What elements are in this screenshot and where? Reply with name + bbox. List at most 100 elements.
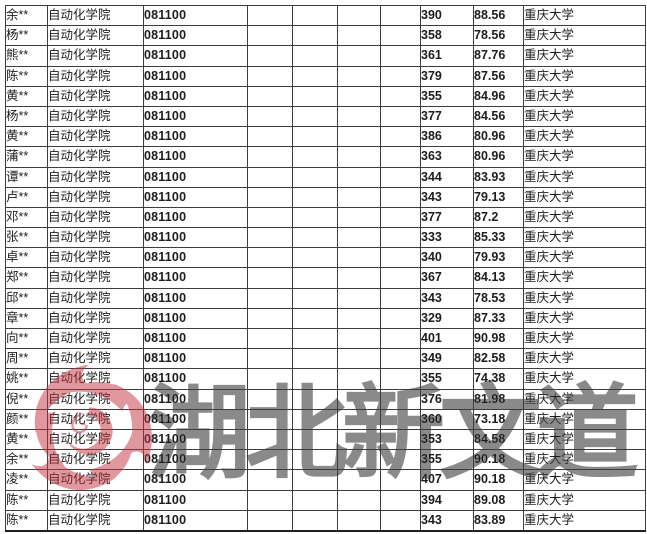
initial-score-cell: 343 (420, 186, 474, 208)
empty-cell (337, 307, 381, 330)
empty-cell (380, 85, 421, 107)
initial-score-cell: 361 (420, 45, 474, 67)
university-cell: 重庆大学 (523, 247, 646, 269)
major-code-cell: 081100 (143, 368, 248, 390)
table-row: 杨** 自动化学院 081100 377 84.56 重庆大学 (5, 105, 646, 128)
empty-cell (380, 348, 421, 370)
university-cell: 重庆大学 (523, 186, 646, 208)
empty-cell (337, 509, 381, 532)
university-cell: 重庆大学 (523, 105, 646, 128)
name-cell: 熊** (5, 45, 48, 67)
empty-cell (247, 105, 293, 128)
empty-cell (247, 85, 293, 107)
table-row: 郑** 自动化学院 081100 367 84.13 重庆大学 (5, 267, 646, 289)
empty-cell (247, 348, 293, 370)
college-cell: 自动化学院 (47, 469, 144, 491)
name-cell: 陈** (5, 65, 48, 87)
initial-score-cell: 333 (420, 227, 474, 249)
table-row: 谭** 自动化学院 081100 344 83.93 重庆大学 (5, 166, 646, 188)
empty-cell (247, 166, 293, 188)
college-cell: 自动化学院 (47, 449, 144, 471)
empty-cell (337, 45, 381, 67)
empty-cell (337, 368, 381, 390)
major-code-cell: 081100 (143, 65, 248, 87)
empty-cell (247, 449, 293, 471)
major-code-cell: 081100 (143, 348, 248, 370)
empty-cell (247, 45, 293, 67)
major-code-cell: 081100 (143, 428, 248, 451)
major-code-cell: 081100 (143, 327, 248, 350)
empty-cell (247, 186, 293, 208)
major-code-cell: 081100 (143, 105, 248, 128)
initial-score-cell: 355 (420, 85, 474, 107)
major-code-cell: 081100 (143, 4, 248, 27)
university-cell: 重庆大学 (523, 45, 646, 67)
college-cell: 自动化学院 (47, 509, 144, 532)
university-cell: 重庆大学 (523, 307, 646, 330)
university-cell: 重庆大学 (523, 449, 646, 471)
empty-cell (292, 408, 338, 430)
table-row: 颜** 自动化学院 081100 360 73.18 重庆大学 (5, 408, 646, 430)
empty-cell (292, 166, 338, 188)
empty-cell (380, 307, 421, 330)
table-row: 章** 自动化学院 081100 329 87.33 重庆大学 (5, 307, 646, 330)
empty-cell (247, 65, 293, 87)
empty-cell (292, 368, 338, 390)
major-code-cell: 081100 (143, 509, 248, 532)
name-cell: 杨** (5, 105, 48, 128)
college-cell: 自动化学院 (47, 227, 144, 249)
initial-score-cell: 340 (420, 247, 474, 269)
empty-cell (337, 247, 381, 269)
empty-cell (292, 85, 338, 107)
table-row: 张** 自动化学院 081100 333 85.33 重庆大学 (5, 227, 646, 249)
weighted-score-cell: 80.96 (473, 126, 524, 148)
college-cell: 自动化学院 (47, 45, 144, 67)
empty-cell (292, 348, 338, 370)
empty-cell (247, 267, 293, 289)
college-cell: 自动化学院 (47, 85, 144, 107)
empty-cell (380, 388, 421, 410)
college-cell: 自动化学院 (47, 166, 144, 188)
empty-cell (337, 126, 381, 148)
initial-score-cell: 376 (420, 388, 474, 410)
university-cell: 重庆大学 (523, 267, 646, 289)
initial-score-cell: 329 (420, 307, 474, 330)
empty-cell (380, 408, 421, 430)
name-cell: 颜** (5, 408, 48, 430)
name-cell: 向** (5, 327, 48, 350)
name-cell: 陈** (5, 489, 48, 511)
empty-cell (380, 227, 421, 249)
table-row: 余** 自动化学院 081100 355 90.18 重庆大学 (5, 449, 646, 471)
weighted-score-cell: 87.33 (473, 307, 524, 330)
weighted-score-cell: 81.98 (473, 388, 524, 410)
major-code-cell: 081100 (143, 146, 248, 168)
weighted-score-cell: 83.89 (473, 509, 524, 532)
table-row: 黄** 自动化学院 081100 386 80.96 重庆大学 (5, 126, 646, 148)
name-cell: 张** (5, 227, 48, 249)
empty-cell (337, 85, 381, 107)
name-cell: 谭** (5, 166, 48, 188)
name-cell: 黄** (5, 428, 48, 451)
name-cell: 蒲** (5, 146, 48, 168)
initial-score-cell: 377 (420, 105, 474, 128)
empty-cell (292, 186, 338, 208)
initial-score-cell: 377 (420, 206, 474, 229)
name-cell: 周** (5, 348, 48, 370)
empty-cell (292, 227, 338, 249)
empty-cell (247, 408, 293, 430)
empty-cell (292, 105, 338, 128)
empty-cell (292, 4, 338, 27)
major-code-cell: 081100 (143, 247, 248, 269)
university-cell: 重庆大学 (523, 509, 646, 532)
university-cell: 重庆大学 (523, 368, 646, 390)
table-row: 余** 自动化学院 081100 390 88.56 重庆大学 (5, 4, 646, 27)
university-cell: 重庆大学 (523, 227, 646, 249)
university-cell: 重庆大学 (523, 146, 646, 168)
initial-score-cell: 360 (420, 408, 474, 430)
empty-cell (292, 287, 338, 309)
name-cell: 邓** (5, 206, 48, 229)
name-cell: 邱** (5, 287, 48, 309)
table-row: 陈** 自动化学院 081100 343 83.89 重庆大学 (5, 509, 646, 532)
major-code-cell: 081100 (143, 126, 248, 148)
initial-score-cell: 407 (420, 469, 474, 491)
